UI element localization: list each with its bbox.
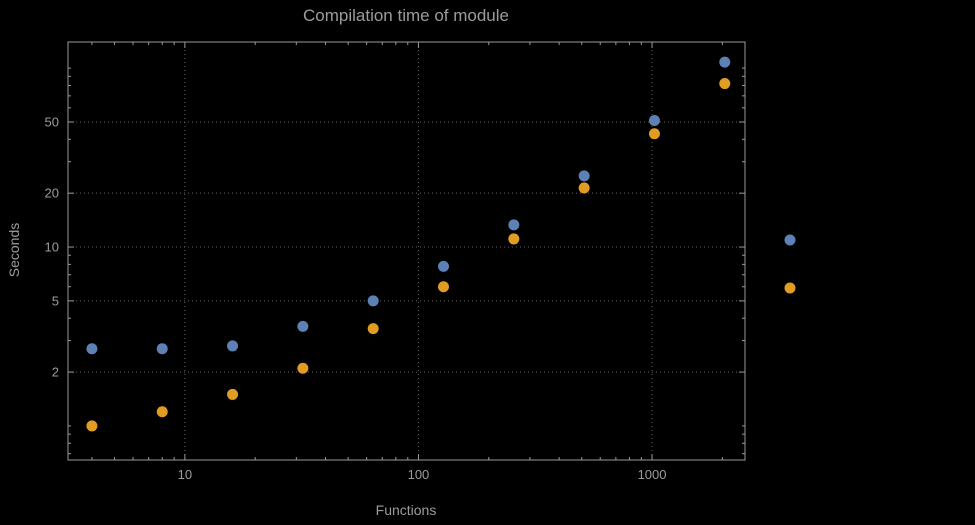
data-point-blue: [156, 343, 168, 355]
data-point-blue: [86, 343, 98, 355]
data-point-blue: [578, 170, 590, 182]
data-point-orange: [437, 281, 449, 293]
chart-title: Compilation time of module: [303, 6, 509, 25]
y-tick-label: 50: [45, 114, 59, 129]
plot-frame: [67, 41, 746, 461]
y-tick-label: 20: [45, 186, 59, 201]
data-point-blue: [508, 219, 520, 231]
data-point-orange: [648, 128, 660, 140]
data-point-orange: [719, 78, 731, 90]
x-tick-label: 100: [408, 467, 430, 482]
data-point-blue: [227, 340, 239, 352]
data-point-orange: [227, 388, 239, 400]
x-axis-label: Functions: [375, 502, 437, 518]
y-tick-label: 10: [45, 240, 59, 255]
x-tick-label: 1000: [638, 467, 667, 482]
x-tick-label: 10: [178, 467, 192, 482]
data-point-blue: [719, 56, 731, 68]
data-point-blue: [367, 295, 379, 307]
data-point-blue: [648, 114, 660, 126]
y-tick-label: 5: [52, 293, 59, 308]
data-point-orange: [508, 233, 520, 245]
data-point-orange: [367, 323, 379, 335]
data-point-orange: [86, 420, 98, 432]
data-point-blue: [297, 320, 309, 332]
y-tick-label: 2: [52, 365, 59, 380]
data-point-blue: [437, 260, 449, 272]
data-point-orange: [156, 406, 168, 418]
data-point-orange: [578, 182, 590, 194]
legend-marker-blue: [784, 234, 796, 246]
data-point-orange: [297, 362, 309, 374]
legend-marker-orange: [784, 282, 796, 294]
